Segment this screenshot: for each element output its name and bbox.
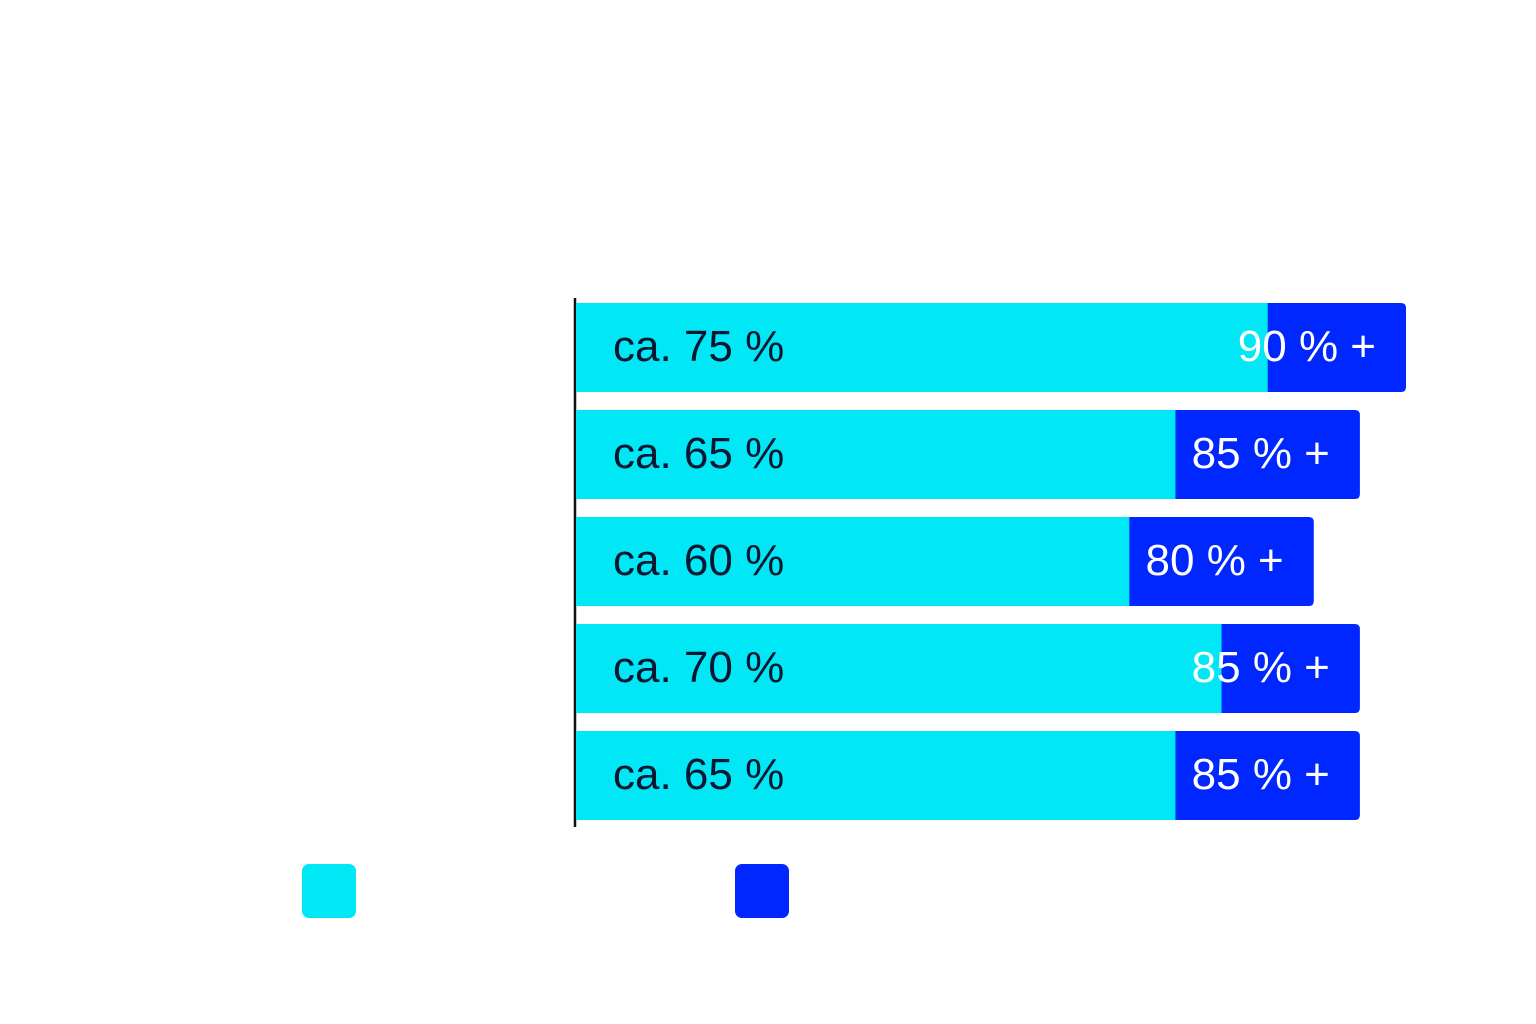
value-label: 85 % + [1192,750,1330,799]
value-label: 90 % + [1238,322,1376,371]
legend-swatch [302,864,356,918]
value-label: ca. 75 % [613,322,784,371]
legend-swatch [735,864,789,918]
value-label: ca. 60 % [613,536,784,585]
value-label: ca. 70 % [613,643,784,692]
value-label: 85 % + [1192,643,1330,692]
value-label: 85 % + [1192,429,1330,478]
bar [576,517,1130,606]
value-label: 80 % + [1146,536,1284,585]
bar [576,731,1176,820]
bar [576,303,1268,392]
value-label: ca. 65 % [613,750,784,799]
value-label: ca. 65 % [613,429,784,478]
bar [576,410,1176,499]
bar [576,624,1222,713]
